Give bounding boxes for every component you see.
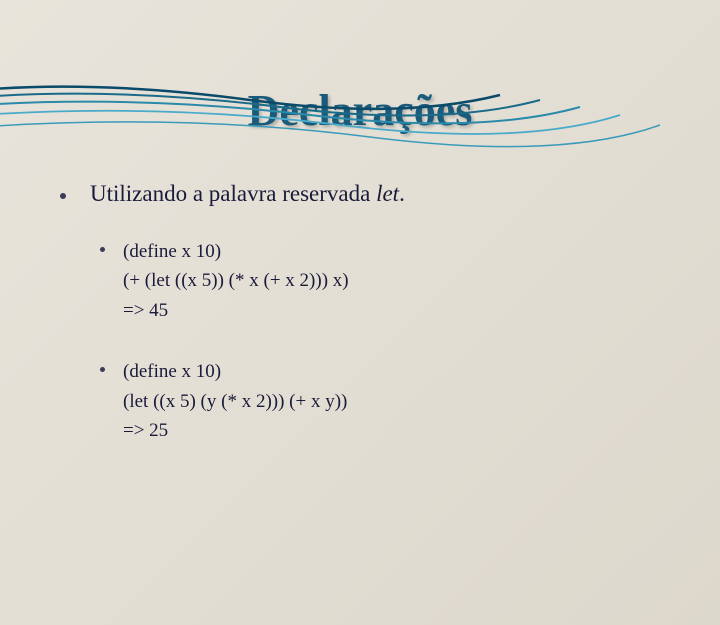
sub-bullet-text: (define x 10) (+ (let ((x 5)) (* x (+ x … bbox=[123, 237, 349, 325]
sub-bullet: (define x 10) (+ (let ((x 5)) (* x (+ x … bbox=[100, 237, 680, 325]
bullet-dot bbox=[100, 247, 105, 252]
code-line: => 45 bbox=[123, 300, 168, 321]
main-bullet-text: Utilizando a palavra reservada let. bbox=[90, 181, 405, 207]
main-bullet-italic: let bbox=[376, 181, 399, 206]
main-bullet: Utilizando a palavra reservada let. bbox=[60, 181, 680, 207]
slide-content: Utilizando a palavra reservada let. (def… bbox=[60, 181, 680, 446]
sub-bullet: (define x 10) (let ((x 5) (y (* x 2))) (… bbox=[100, 357, 680, 445]
sub-bullets-container: (define x 10) (+ (let ((x 5)) (* x (+ x … bbox=[100, 237, 680, 446]
code-line: (define x 10) bbox=[123, 361, 221, 382]
sub-bullet-text: (define x 10) (let ((x 5) (y (* x 2))) (… bbox=[123, 357, 347, 445]
code-line: (define x 10) bbox=[123, 241, 221, 262]
bullet-dot bbox=[100, 367, 105, 372]
code-line: => 25 bbox=[123, 420, 168, 441]
code-line: (+ (let ((x 5)) (* x (+ x 2))) x) bbox=[123, 270, 349, 291]
main-bullet-suffix: . bbox=[399, 181, 405, 206]
slide-title: Declarações bbox=[0, 85, 720, 136]
main-bullet-prefix: Utilizando a palavra reservada bbox=[90, 181, 376, 206]
code-line: (let ((x 5) (y (* x 2))) (+ x y)) bbox=[123, 391, 347, 412]
bullet-dot bbox=[60, 193, 66, 199]
